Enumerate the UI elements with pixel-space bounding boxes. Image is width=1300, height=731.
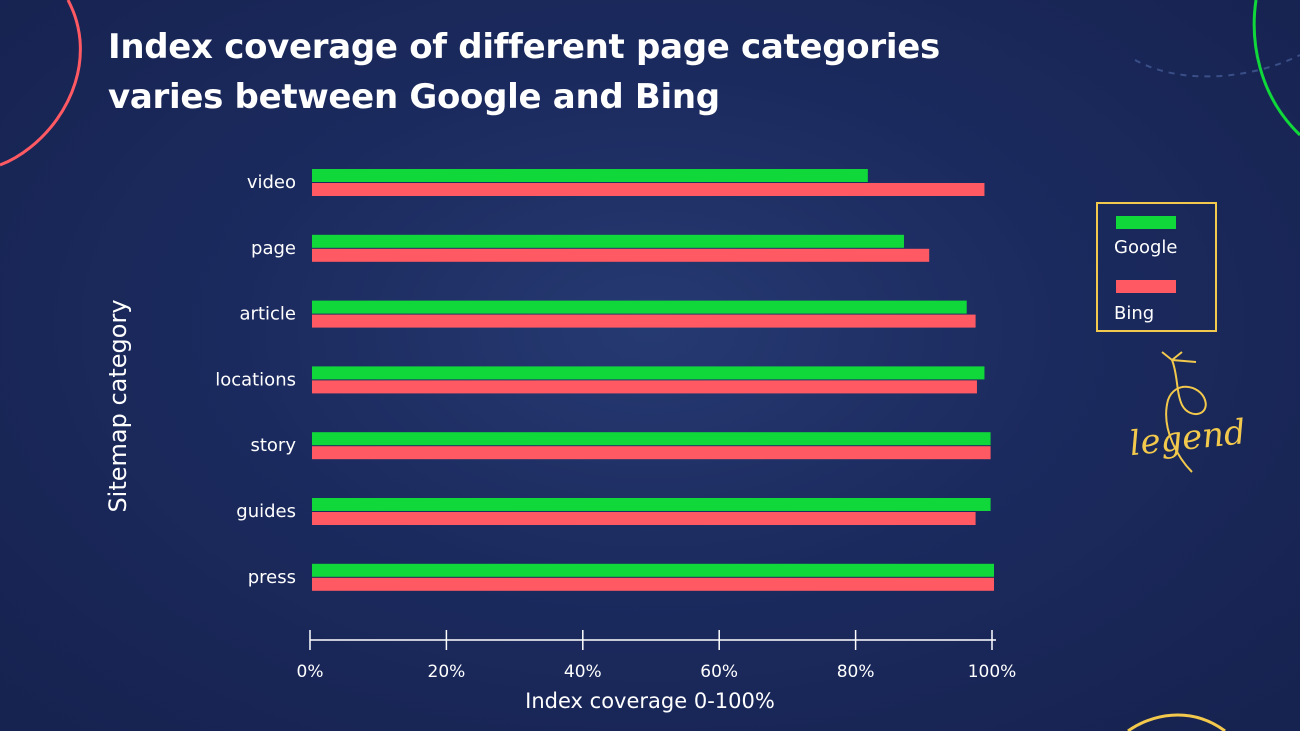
decorative-green-curve — [1252, 0, 1300, 137]
bar-google-video — [312, 169, 868, 182]
category-label-story: story — [250, 435, 296, 456]
x-tick-label-2: 40% — [564, 662, 602, 682]
bar-google-press — [312, 563, 994, 577]
bar-bing-story — [312, 446, 991, 460]
bar-google-guides — [312, 498, 991, 511]
bar-google-page — [312, 234, 904, 248]
legend-arrow-icon — [1165, 359, 1207, 473]
bar-bing-press — [312, 577, 994, 591]
legend-annotation-text: legend — [1128, 412, 1248, 464]
bar-bing-article — [312, 314, 976, 328]
x-tick-label-4: 80% — [837, 662, 875, 682]
bar-bing-guides — [312, 512, 976, 525]
bar-bing-locations — [312, 380, 977, 394]
category-label-press: press — [248, 567, 296, 588]
legend-box: Google Bing — [1096, 202, 1217, 332]
category-label-video: video — [247, 172, 296, 193]
legend-label-bing: Bing — [1114, 303, 1155, 324]
x-tick-label-3: 60% — [700, 662, 738, 682]
bar-google-locations — [312, 366, 985, 380]
x-axis-label: Index coverage 0-100% — [525, 689, 775, 713]
chart-title-line-2: varies between Google and Bing — [108, 77, 720, 117]
decorative-yellow-curve — [1127, 713, 1226, 731]
bar-google-article — [312, 300, 967, 314]
category-label-guides: guides — [236, 501, 296, 522]
category-label-page: page — [251, 238, 296, 259]
x-tick-label-1: 20% — [428, 662, 466, 682]
category-label-locations: locations — [215, 369, 296, 390]
bar-bing-video — [312, 183, 985, 196]
chart-title-line-1: Index coverage of different page categor… — [108, 27, 940, 67]
chart-title: Index coverage of different page categor… — [108, 22, 1108, 122]
x-tick-label-0: 0% — [297, 662, 324, 682]
x-tick-label-5: 100% — [968, 662, 1017, 682]
legend-label-google: Google — [1114, 237, 1178, 258]
bar-google-story — [312, 432, 991, 446]
legend-arrowhead-icon — [1161, 351, 1197, 363]
bar-bing-page — [312, 248, 930, 262]
category-label-article: article — [240, 304, 296, 325]
legend-swatch-google — [1116, 216, 1176, 229]
legend-swatch-bing — [1116, 280, 1176, 293]
y-axis-label: Sitemap category — [104, 299, 132, 512]
decorative-red-curve — [0, 0, 82, 167]
